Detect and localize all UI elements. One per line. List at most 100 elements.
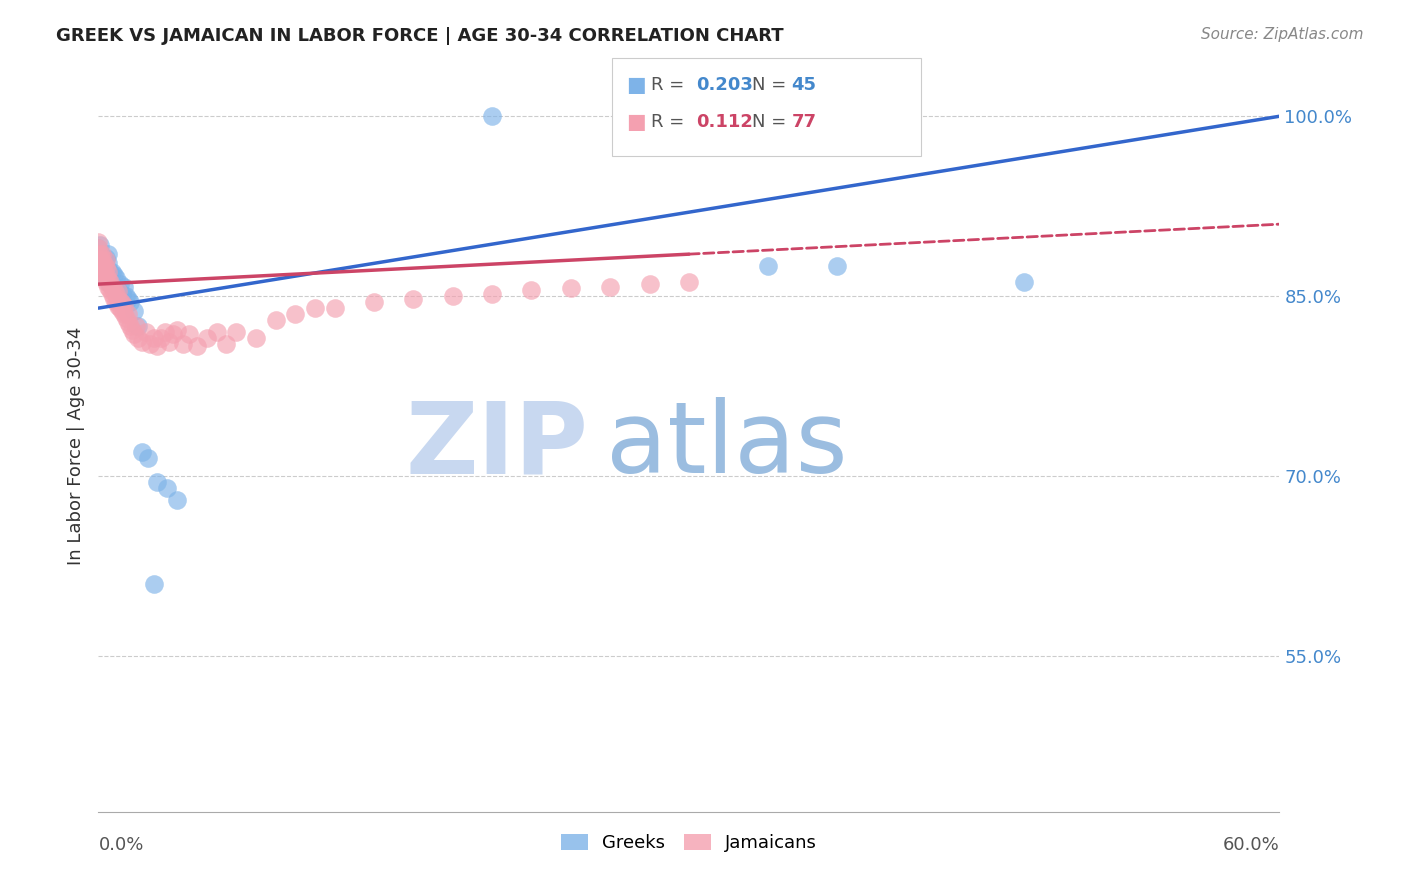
Text: ZIP: ZIP [406,398,589,494]
Legend: Greeks, Jamaicans: Greeks, Jamaicans [553,825,825,861]
Point [108,301,131,315]
Point [186,339,208,353]
Point [103,268,125,282]
Point [481,286,503,301]
Point [122,303,145,318]
Point [560,281,582,295]
Point [97,272,120,286]
Point [101,279,124,293]
Point [105,286,128,301]
Point [96,268,118,282]
Point [91,265,114,279]
Point [121,323,143,337]
Point [156,481,179,495]
Text: 60.0%: 60.0% [1223,836,1279,855]
Point [91,255,114,269]
Text: 0.0%: 0.0% [98,836,143,855]
Point [245,331,267,345]
Text: GREEK VS JAMAICAN IN LABOR FORCE | AGE 30-34 CORRELATION CHART: GREEK VS JAMAICAN IN LABOR FORCE | AGE 3… [56,27,785,45]
Point [111,286,134,301]
Point [96,251,118,265]
Point [107,292,129,306]
Point [111,303,134,318]
Point [96,253,118,268]
Point [93,265,115,279]
Point [117,307,139,321]
Point [91,265,114,279]
Point [103,292,125,306]
Point [87,253,110,268]
Point [101,286,124,301]
Point [150,331,173,345]
Y-axis label: In Labor Force | Age 30-34: In Labor Force | Age 30-34 [66,326,84,566]
Point [93,257,115,271]
Point [441,289,464,303]
Point [87,241,110,255]
Point [98,265,121,279]
Text: R =: R = [651,76,690,94]
Point [96,260,118,275]
Point [678,275,700,289]
Point [97,279,120,293]
Point [162,327,184,342]
Point [697,109,720,123]
Point [107,283,129,297]
Point [97,265,120,279]
Point [91,247,114,261]
Point [96,275,118,289]
Point [97,255,120,269]
Point [87,241,110,255]
Point [195,331,218,345]
Point [166,323,188,337]
Point [89,247,111,261]
Text: N =: N = [752,76,792,94]
Point [112,299,135,313]
Point [127,331,149,345]
Point [157,334,180,349]
Text: 77: 77 [792,113,817,131]
Point [146,475,169,489]
Text: Source: ZipAtlas.com: Source: ZipAtlas.com [1201,27,1364,42]
Point [177,327,200,342]
Text: N =: N = [752,113,792,131]
Point [105,271,128,285]
Point [131,445,153,459]
Text: 45: 45 [792,76,817,94]
Point [103,279,125,293]
Point [112,307,135,321]
Point [89,253,111,268]
Text: ■: ■ [626,75,645,95]
Point [825,259,848,273]
Point [93,251,115,265]
Point [638,277,661,292]
Point [115,289,138,303]
Text: 0.112: 0.112 [696,113,752,131]
Point [142,331,165,345]
Point [146,339,169,353]
Point [87,253,110,268]
Point [155,325,177,339]
Point [89,247,111,261]
Point [142,577,165,591]
Text: 0.203: 0.203 [696,76,752,94]
Point [107,285,129,299]
Point [101,277,124,292]
Point [118,319,141,334]
Point [756,259,779,273]
Point [304,301,326,315]
Point [87,247,110,261]
Point [1012,275,1035,289]
Point [118,295,141,310]
Point [166,492,188,507]
Point [117,316,139,330]
Point [225,325,247,339]
Point [107,299,129,313]
Point [323,301,346,315]
Point [138,337,160,351]
Point [131,334,153,349]
Point [108,277,131,292]
Point [93,271,115,285]
Point [136,450,159,465]
Text: ■: ■ [626,112,645,132]
Point [402,292,425,306]
